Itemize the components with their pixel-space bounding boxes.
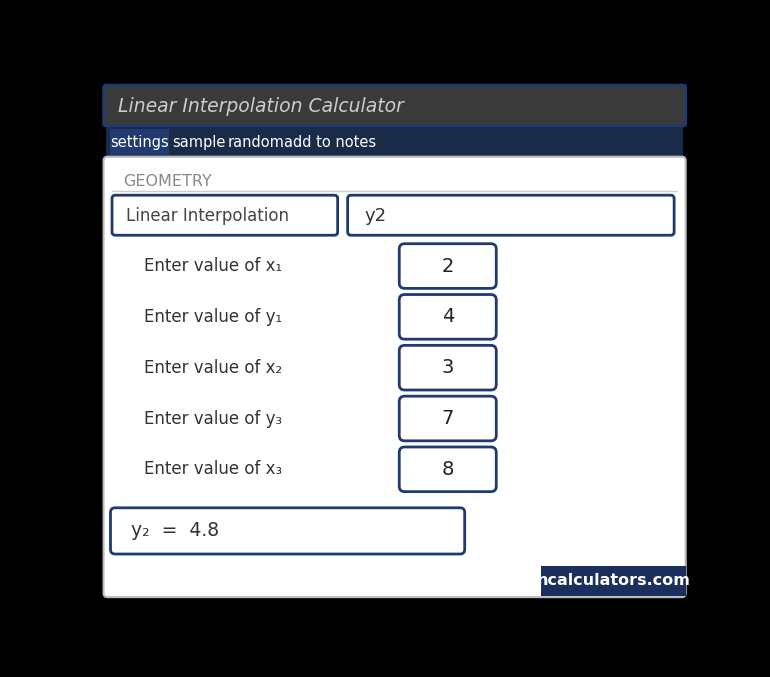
Text: Linear Interpolation Calculator: Linear Interpolation Calculator <box>119 97 404 116</box>
FancyBboxPatch shape <box>348 195 675 235</box>
FancyBboxPatch shape <box>111 508 465 554</box>
FancyBboxPatch shape <box>112 195 337 235</box>
FancyBboxPatch shape <box>399 447 497 492</box>
Text: Enter value of y₃: Enter value of y₃ <box>145 410 283 427</box>
FancyBboxPatch shape <box>103 85 685 126</box>
Text: ncalculators.com: ncalculators.com <box>537 573 690 588</box>
Text: GEOMETRY: GEOMETRY <box>123 174 212 189</box>
Text: Enter value of x₁: Enter value of x₁ <box>145 257 283 275</box>
Text: sample: sample <box>172 135 226 150</box>
FancyBboxPatch shape <box>399 244 497 288</box>
Text: 3: 3 <box>441 358 454 377</box>
Text: add to notes: add to notes <box>284 135 376 150</box>
FancyBboxPatch shape <box>103 156 685 597</box>
FancyBboxPatch shape <box>399 345 497 390</box>
Text: 4: 4 <box>441 307 454 326</box>
Text: settings: settings <box>110 135 169 150</box>
Text: 7: 7 <box>441 409 454 428</box>
FancyBboxPatch shape <box>399 396 497 441</box>
Text: Enter value of x₂: Enter value of x₂ <box>145 359 283 376</box>
Text: Linear Interpolation: Linear Interpolation <box>126 207 289 225</box>
Text: Enter value of y₁: Enter value of y₁ <box>145 308 283 326</box>
Text: 2: 2 <box>441 257 454 276</box>
FancyBboxPatch shape <box>399 294 497 339</box>
FancyBboxPatch shape <box>111 129 169 155</box>
Text: 8: 8 <box>441 460 454 479</box>
Text: Enter value of x₃: Enter value of x₃ <box>145 460 283 479</box>
Text: random: random <box>228 135 284 150</box>
FancyBboxPatch shape <box>106 127 684 158</box>
Text: y2: y2 <box>365 207 387 225</box>
FancyBboxPatch shape <box>541 567 685 596</box>
Text: y₂  =  4.8: y₂ = 4.8 <box>130 521 219 540</box>
